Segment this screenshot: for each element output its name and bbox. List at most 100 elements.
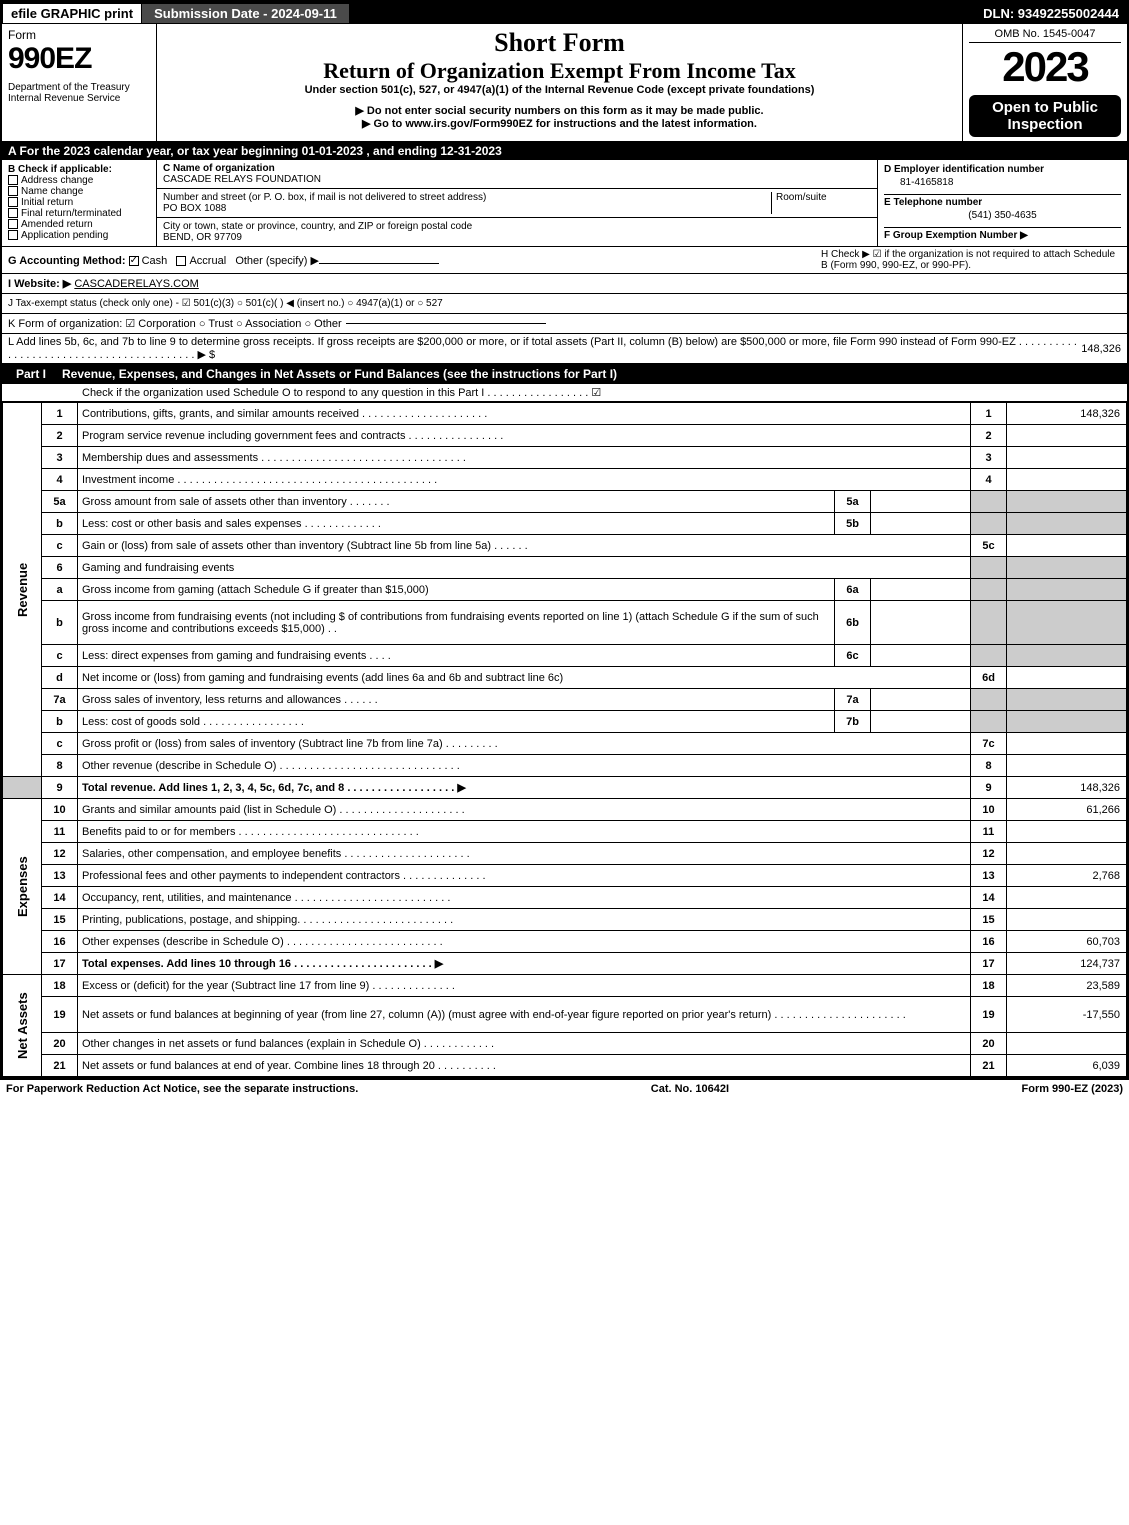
table-row: cGain or (loss) from sale of assets othe… [3, 535, 1127, 557]
table-row: 11Benefits paid to or for members . . . … [3, 821, 1127, 843]
checkbox-application-pending[interactable]: Application pending [8, 230, 150, 241]
part-1-check: Check if the organization used Schedule … [2, 384, 1127, 402]
column-c: C Name of organization CASCADE RELAYS FO… [157, 160, 877, 246]
org-name: CASCADE RELAYS FOUNDATION [163, 174, 321, 185]
checkbox-initial-return[interactable]: Initial return [8, 197, 150, 208]
total-expenses: 124,737 [1007, 953, 1127, 975]
table-row: 5aGross amount from sale of assets other… [3, 491, 1127, 513]
part-1-label: Part I [8, 367, 54, 381]
table-row: aGross income from gaming (attach Schedu… [3, 579, 1127, 601]
expenses-side-label: Expenses [3, 799, 42, 975]
address-cell: Number and street (or P. O. box, if mail… [157, 189, 877, 218]
revenue-side-label: Revenue [3, 403, 42, 777]
return-title: Return of Organization Exempt From Incom… [163, 58, 956, 84]
checkbox-cash[interactable] [129, 256, 139, 266]
table-row: 19Net assets or fund balances at beginni… [3, 997, 1127, 1033]
short-form-title: Short Form [163, 28, 956, 58]
table-row: 16Other expenses (describe in Schedule O… [3, 931, 1127, 953]
amount-21: 6,039 [1007, 1055, 1127, 1077]
goto-link[interactable]: ▶ Go to www.irs.gov/Form990EZ for instru… [163, 117, 956, 130]
footer-center: Cat. No. 10642I [651, 1083, 729, 1095]
checkbox-final-return[interactable]: Final return/terminated [8, 208, 150, 219]
line-i: I Website: ▶ CASCADERELAYS.COM [2, 274, 1127, 294]
ein-value: 81-4165818 [884, 175, 1121, 194]
line-l-amount: 148,326 [1081, 343, 1121, 355]
city-cell: City or town, state or province, country… [157, 218, 877, 246]
efile-print[interactable]: efile GRAPHIC print [2, 3, 142, 24]
line-l: L Add lines 5b, 6c, and 7b to line 9 to … [2, 334, 1127, 364]
ein-label: D Employer identification number [884, 164, 1121, 175]
line-g-label: G Accounting Method: [8, 255, 126, 267]
header-center: Short Form Return of Organization Exempt… [157, 24, 962, 141]
checkbox-address-change[interactable]: Address change [8, 175, 150, 186]
table-row: cGross profit or (loss) from sales of in… [3, 733, 1127, 755]
table-row: Expenses 10Grants and similar amounts pa… [3, 799, 1127, 821]
line-k: K Form of organization: ☑ Corporation ○ … [2, 314, 1127, 334]
topbar: efile GRAPHIC print Submission Date - 20… [2, 2, 1127, 24]
city-label: City or town, state or province, country… [163, 221, 472, 232]
form-label: Form [8, 28, 150, 42]
table-row: bLess: cost of goods sold . . . . . . . … [3, 711, 1127, 733]
subtitle: Under section 501(c), 527, or 4947(a)(1)… [163, 84, 956, 96]
table-row: 13Professional fees and other payments t… [3, 865, 1127, 887]
part-1-table: Revenue 1 Contributions, gifts, grants, … [2, 402, 1127, 1077]
table-row: 2Program service revenue including gover… [3, 425, 1127, 447]
checkbox-name-change[interactable]: Name change [8, 186, 150, 197]
name-label: C Name of organization [163, 163, 275, 174]
total-revenue: 148,326 [1007, 777, 1127, 799]
amount-13: 2,768 [1007, 865, 1127, 887]
part-1-title: Revenue, Expenses, and Changes in Net As… [62, 367, 617, 381]
form-container: efile GRAPHIC print Submission Date - 20… [0, 0, 1129, 1079]
group-exemption: F Group Exemption Number ▶ [884, 227, 1121, 241]
header-left: Form 990EZ Department of the Treasury In… [2, 24, 157, 141]
table-row: bLess: cost or other basis and sales exp… [3, 513, 1127, 535]
org-name-cell: C Name of organization CASCADE RELAYS FO… [157, 160, 877, 189]
line-g-h: G Accounting Method: Cash Accrual Other … [2, 247, 1127, 274]
line-j: J Tax-exempt status (check only one) - ☑… [2, 294, 1127, 314]
table-row: 21Net assets or fund balances at end of … [3, 1055, 1127, 1077]
addr-label: Number and street (or P. O. box, if mail… [163, 192, 486, 203]
amount-1: 148,326 [1007, 403, 1127, 425]
amount-18: 23,589 [1007, 975, 1127, 997]
org-city: BEND, OR 97709 [163, 232, 242, 243]
dept-1: Department of the Treasury [8, 82, 150, 93]
omb-number: OMB No. 1545-0047 [969, 28, 1121, 43]
table-row: dNet income or (loss) from gaming and fu… [3, 667, 1127, 689]
table-row: Revenue 1 Contributions, gifts, grants, … [3, 403, 1127, 425]
checkbox-accrual[interactable] [176, 256, 186, 266]
part-1-header: Part I Revenue, Expenses, and Changes in… [2, 364, 1127, 384]
table-row: 15Printing, publications, postage, and s… [3, 909, 1127, 931]
table-row: Net Assets 18Excess or (deficit) for the… [3, 975, 1127, 997]
table-row: 9Total revenue. Add lines 1, 2, 3, 4, 5c… [3, 777, 1127, 799]
table-row: 4Investment income . . . . . . . . . . .… [3, 469, 1127, 491]
ssn-warning: ▶ Do not enter social security numbers o… [163, 104, 956, 117]
info-row: B Check if applicable: Address change Na… [2, 160, 1127, 247]
table-row: 17Total expenses. Add lines 10 through 1… [3, 953, 1127, 975]
tax-year: 2023 [969, 43, 1121, 91]
footer-left: For Paperwork Reduction Act Notice, see … [6, 1083, 358, 1095]
column-d: D Employer identification number 81-4165… [877, 160, 1127, 246]
dept-2: Internal Revenue Service [8, 93, 150, 104]
checkbox-amended-return[interactable]: Amended return [8, 219, 150, 230]
table-row: 20Other changes in net assets or fund ba… [3, 1033, 1127, 1055]
footer-right: Form 990-EZ (2023) [1022, 1083, 1123, 1095]
amount-16: 60,703 [1007, 931, 1127, 953]
table-row: 8Other revenue (describe in Schedule O) … [3, 755, 1127, 777]
header: Form 990EZ Department of the Treasury In… [2, 24, 1127, 142]
website-link[interactable]: CASCADERELAYS.COM [74, 278, 199, 290]
header-right: OMB No. 1545-0047 2023 Open to Public In… [962, 24, 1127, 141]
table-row: 6Gaming and fundraising events [3, 557, 1127, 579]
submission-date: Submission Date - 2024-09-11 [142, 4, 349, 23]
amount-19: -17,550 [1007, 997, 1127, 1033]
table-row: 12Salaries, other compensation, and empl… [3, 843, 1127, 865]
table-row: 7aGross sales of inventory, less returns… [3, 689, 1127, 711]
open-public-badge: Open to Public Inspection [969, 95, 1121, 137]
column-b: B Check if applicable: Address change Na… [2, 160, 157, 246]
org-address: PO BOX 1088 [163, 203, 226, 214]
table-row: cLess: direct expenses from gaming and f… [3, 645, 1127, 667]
table-row: 3Membership dues and assessments . . . .… [3, 447, 1127, 469]
table-row: 14Occupancy, rent, utilities, and mainte… [3, 887, 1127, 909]
room-suite: Room/suite [771, 192, 871, 214]
amount-10: 61,266 [1007, 799, 1127, 821]
section-a: A For the 2023 calendar year, or tax yea… [2, 142, 1127, 160]
